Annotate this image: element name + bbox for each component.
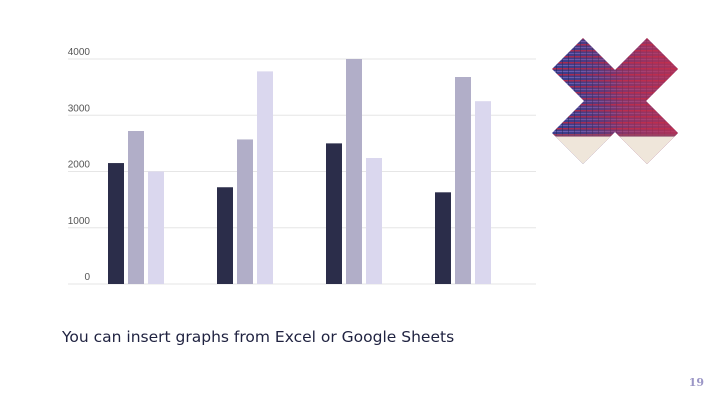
bar-s1-c2 — [217, 187, 233, 284]
page-number: 19 — [688, 376, 704, 389]
slide-caption: You can insert graphs from Excel or Goog… — [62, 328, 455, 346]
bar-s3-c1 — [148, 171, 164, 284]
y-tick-label: 1000 — [68, 216, 91, 227]
bar-s3-c3 — [366, 158, 382, 284]
bar-s3-c2 — [257, 71, 273, 284]
bar-s1-c1 — [108, 163, 124, 284]
bar-s1-c3 — [326, 143, 342, 284]
bar-s2-c4 — [455, 77, 471, 284]
bar-s2-c3 — [346, 59, 362, 284]
y-axis-ticks: 0 1000 2000 3000 4000 — [68, 47, 91, 283]
y-tick-label: 0 — [84, 272, 90, 283]
bar-s3-c4 — [475, 101, 491, 284]
bar-s2-c1 — [128, 131, 144, 284]
bar-s1-c4 — [435, 192, 451, 284]
bars — [108, 59, 491, 284]
bar-s2-c2 — [237, 139, 253, 284]
y-tick-label: 3000 — [68, 103, 91, 114]
x-mark-icon — [552, 38, 678, 164]
y-tick-label: 2000 — [68, 160, 91, 171]
y-tick-label: 4000 — [68, 47, 91, 58]
